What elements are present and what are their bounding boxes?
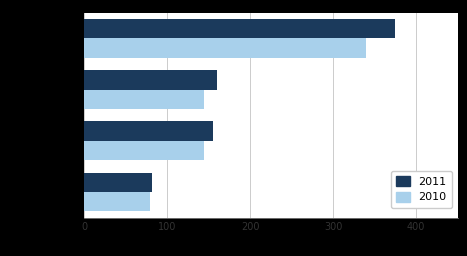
Bar: [84, 173, 152, 192]
Bar: [84, 121, 213, 141]
Bar: [84, 192, 150, 211]
Bar: [84, 19, 396, 38]
Bar: [84, 90, 205, 109]
Bar: [84, 38, 366, 58]
Legend: 2011, 2010: 2011, 2010: [391, 171, 452, 208]
Bar: [84, 141, 205, 160]
Bar: [84, 70, 217, 90]
